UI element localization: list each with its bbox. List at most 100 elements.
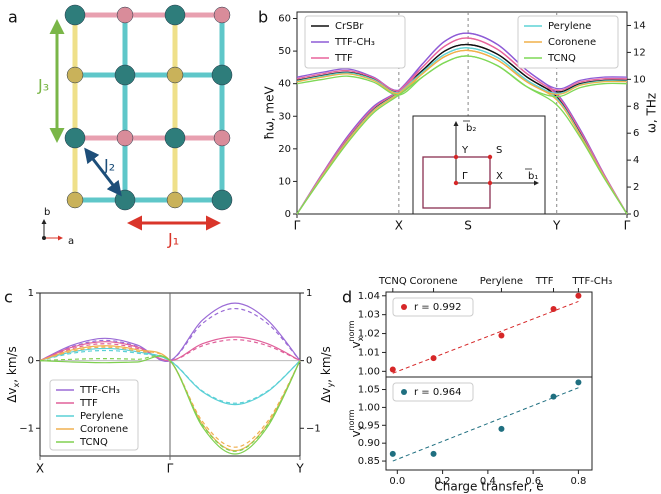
tick-label: 30: [278, 111, 291, 122]
legend-box: [392, 382, 474, 402]
inset-label: b₁: [528, 171, 538, 182]
atom: [64, 127, 86, 149]
tick-label: 0: [633, 209, 639, 220]
data-line: [39, 349, 301, 404]
legend-box: [304, 15, 406, 69]
atom: [116, 6, 134, 24]
panel-label: a: [8, 8, 18, 27]
data-point: [389, 366, 396, 373]
legend-label: Perylene: [548, 21, 591, 32]
tick-label: 0.90: [358, 438, 380, 449]
axis-label-part: y: [326, 382, 335, 387]
atom: [166, 191, 184, 209]
data-point: [498, 332, 505, 339]
atom: [64, 4, 86, 26]
origin: [42, 236, 46, 240]
tick-label: 4: [633, 155, 639, 166]
x-tick-label: S: [464, 219, 472, 233]
data-point: [430, 450, 437, 457]
x-tick-label: Y: [295, 462, 304, 476]
legend-label: TTF-CH₃: [334, 37, 375, 48]
legend-label: TTF-CH₃: [79, 385, 120, 396]
legend-label: TTF: [334, 53, 353, 64]
fit-line: [392, 387, 579, 462]
atom: [114, 64, 136, 86]
top-tick-label: Perylene: [480, 276, 523, 287]
legend-label: TCNQ: [547, 53, 576, 64]
atom: [213, 6, 231, 24]
tick-label: 8: [633, 101, 639, 112]
legend-swatch: [401, 389, 407, 395]
axis-label-part: v: [349, 430, 363, 437]
k-point: [487, 180, 493, 186]
x-axis-label: Charge transfer, e: [434, 480, 543, 494]
tick-label: 40: [278, 79, 291, 90]
tick-label: 1: [306, 288, 312, 299]
legend-label: r = 0.992: [414, 302, 461, 313]
atom: [164, 4, 186, 26]
tick-label: 0.95: [358, 420, 380, 431]
legend-label: Perylene: [80, 411, 123, 422]
tick-label: 1.00: [358, 402, 380, 413]
top-tick-label: TTF-CH₃: [571, 276, 612, 287]
tick-label: 0: [28, 356, 34, 367]
top-tick-label: TTF: [535, 276, 554, 287]
data-point: [550, 306, 557, 312]
axis-label: b: [44, 207, 50, 218]
tick-label: 1.02: [358, 329, 380, 340]
legend-swatch: [401, 304, 407, 310]
arrow: [84, 147, 122, 197]
tick-label: 60: [278, 14, 291, 25]
axis-label-part: , km/s: [5, 346, 19, 383]
coupling-label: J₁: [167, 230, 179, 249]
x-tick-label: X: [36, 462, 44, 476]
tick-label: 1.00: [358, 366, 380, 377]
axis-label-part: x: [356, 336, 365, 341]
x-tick-label: 0.4: [480, 476, 496, 487]
tick-label: −1: [306, 423, 321, 434]
legend-label: CrSBr: [335, 21, 364, 32]
data-line: [296, 32, 628, 215]
atom: [166, 66, 184, 84]
y2-axis-label: ω, THz: [645, 93, 659, 133]
data-point: [575, 292, 582, 299]
tick-label: 14: [633, 20, 646, 31]
x-tick-label: 0.0: [389, 476, 405, 487]
data-line: [39, 355, 301, 455]
axis-label: vxnorm: [347, 320, 365, 348]
atom: [164, 127, 186, 149]
tick-label: 1.04: [358, 291, 380, 302]
k-point: [487, 154, 493, 160]
lattice-diagram: [41, 4, 233, 241]
axis-label-part: norm: [347, 320, 356, 341]
tick-label: −1: [19, 423, 34, 434]
x-tick-label: Γ: [294, 219, 301, 233]
tick-label: 1.03: [358, 310, 380, 321]
data-line: [296, 49, 628, 215]
data-point: [550, 393, 557, 400]
inset-label: X: [496, 171, 503, 182]
inset-label: Y: [461, 145, 469, 156]
tick-label: 1: [28, 288, 34, 299]
tick-label: 10: [278, 176, 291, 187]
x-tick-label: 0.6: [525, 476, 541, 487]
plot-frame: [385, 376, 593, 471]
tick-label: 2: [633, 182, 639, 193]
x-tick-label: X: [395, 219, 403, 233]
inset-label: S: [496, 145, 502, 156]
top-tick-label: TCNQ: [378, 276, 407, 287]
tick-label: 1.01: [358, 347, 380, 358]
panel-label: c: [4, 288, 13, 307]
x-tick-label: Γ: [624, 219, 631, 233]
atom: [66, 66, 84, 84]
axis-label: Δvx, km/s: [5, 346, 22, 403]
tick-label: 20: [278, 144, 291, 155]
top-tick-label: Coronene: [409, 276, 457, 287]
data-point: [389, 450, 396, 457]
legend-label: TCNQ: [79, 437, 108, 448]
panel-label: b: [258, 8, 268, 27]
tick-label: 6: [633, 128, 639, 139]
data-point: [575, 379, 582, 386]
data-line: [296, 37, 628, 215]
